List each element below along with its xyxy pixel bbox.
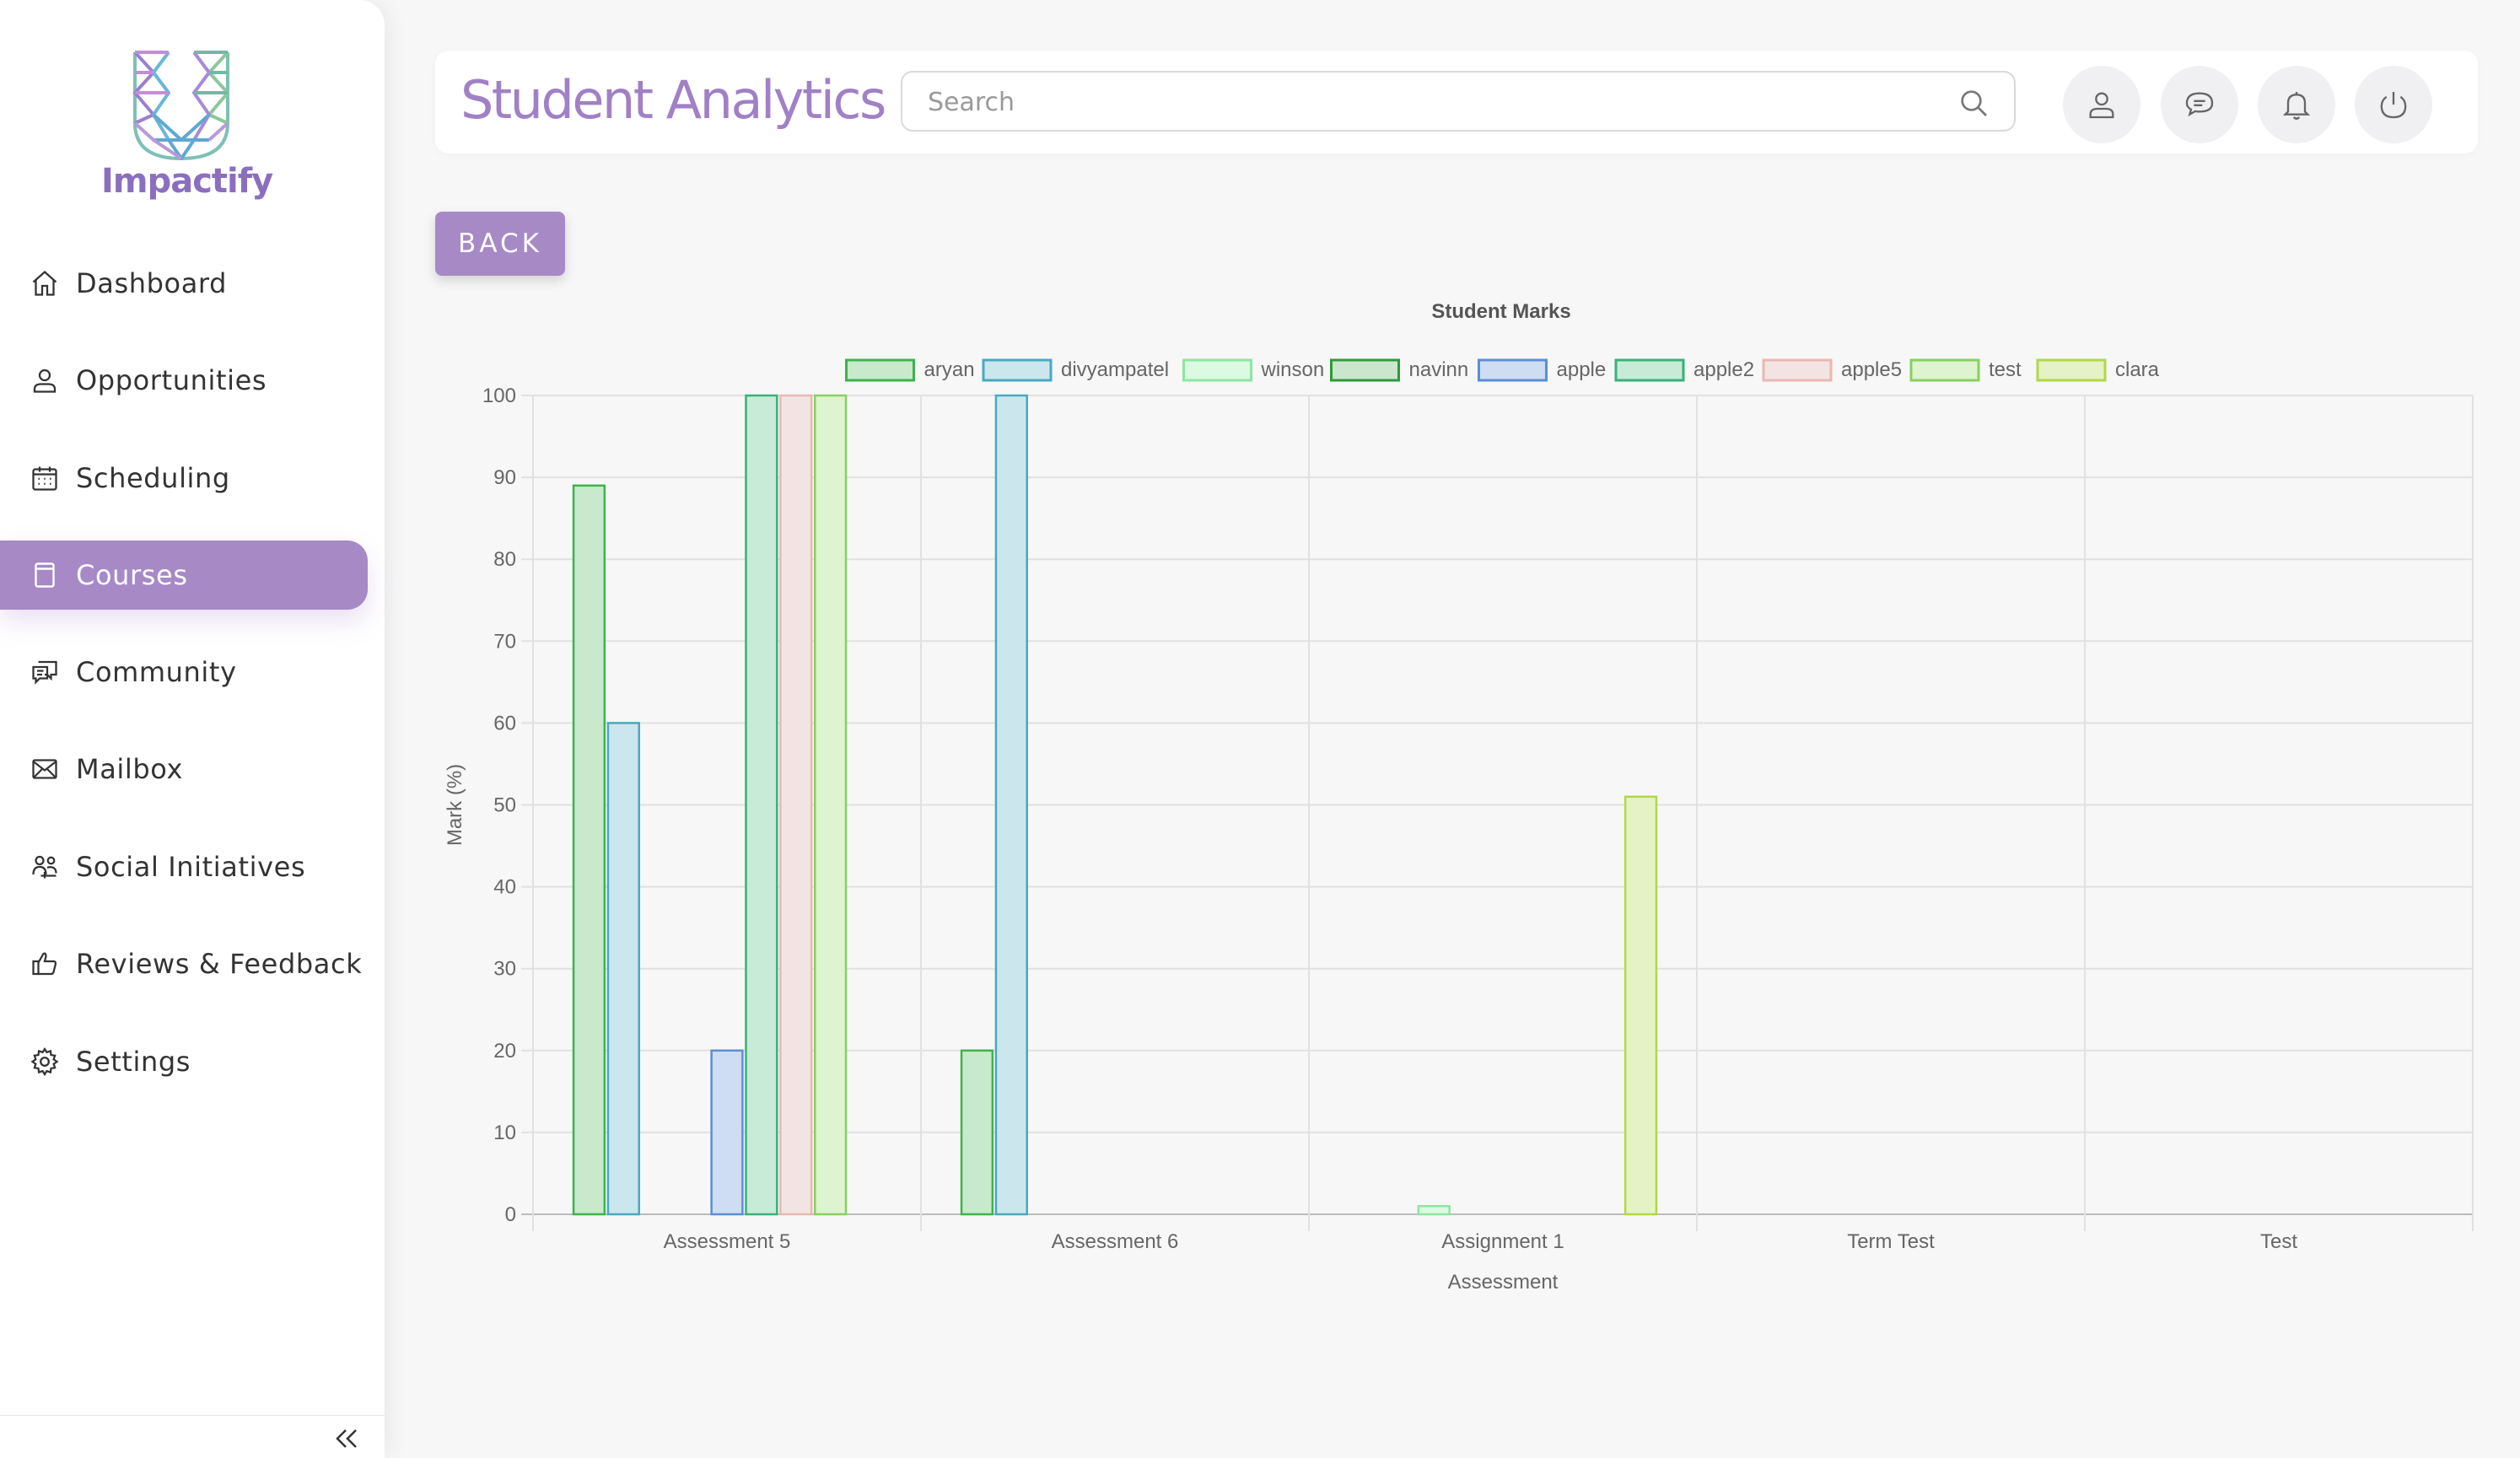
y-tick-label: 10 [493, 1122, 516, 1144]
legend-swatch [1478, 358, 1548, 382]
legend-swatch [1762, 358, 1833, 382]
sidebar-item-label: Courses [76, 559, 188, 591]
y-tick-label: 0 [505, 1203, 516, 1226]
header: Student Analytics Search [435, 51, 2478, 153]
legend-swatch [1330, 358, 1400, 382]
sidebar-item-label: Mailbox [76, 753, 184, 785]
legend-label: navinn [1409, 358, 1469, 381]
x-tick-label: Assignment 1 [1441, 1230, 1564, 1253]
x-tick-label: Term Test [1847, 1230, 1935, 1253]
sidebar-item-label: Social Initiatives [76, 851, 306, 883]
x-tick-label: Assessment 5 [664, 1230, 791, 1253]
sidebar-item-opportunities[interactable]: Opportunities [0, 346, 368, 415]
sidebar-item-mailbox[interactable]: Mailbox [0, 734, 368, 804]
logo[interactable]: Impactify [101, 47, 273, 216]
bar [1417, 1205, 1451, 1216]
user-icon [29, 364, 61, 396]
bar [745, 394, 778, 1216]
book-icon [29, 559, 61, 591]
logo-text: Impactify [101, 162, 273, 201]
bar [994, 394, 1028, 1216]
y-tick-label: 60 [493, 712, 516, 734]
notifications-button[interactable] [2258, 66, 2335, 143]
bar [960, 1049, 994, 1216]
sidebar-item-community[interactable]: Community [0, 638, 368, 707]
legend-swatch [1614, 358, 1685, 382]
x-tick-label: Assessment 6 [1052, 1230, 1179, 1253]
thumbs-up-icon [29, 948, 61, 980]
sidebar-item-label: Community [76, 656, 237, 688]
legend-swatch [982, 358, 1053, 382]
x-tick-label: Test [2260, 1230, 2297, 1253]
y-axis-title: Mark (%) [444, 764, 466, 846]
y-tick-label: 100 [482, 385, 516, 407]
logout-button[interactable] [2355, 66, 2432, 143]
sidebar-item-label: Reviews & Feedback [76, 948, 363, 980]
page-title: Student Analytics [460, 69, 886, 131]
power-icon [2380, 92, 2407, 119]
home-icon [29, 267, 61, 299]
search-placeholder: Search [928, 88, 1015, 117]
search-icon[interactable] [1957, 86, 1990, 120]
bar [814, 394, 848, 1216]
sidebar-item-label: Scheduling [76, 462, 230, 494]
logo-icon [133, 51, 229, 160]
legend-label: aryan [924, 358, 975, 381]
legend-label: clara [2115, 358, 2160, 381]
bar [572, 484, 606, 1216]
people-icon [29, 851, 61, 883]
chart-svg: Student Marks aryan divyampatel winson navin… [444, 300, 2474, 1294]
sidebar-item-scheduling[interactable]: Scheduling [0, 444, 368, 513]
y-tick-label: 70 [493, 630, 516, 653]
mail-icon [29, 753, 61, 785]
x-axis-title: Assessment [1448, 1271, 1559, 1294]
sidebar-item-label: Dashboard [76, 267, 228, 299]
double-chevron-left-icon [336, 1429, 357, 1448]
y-tick-label: 50 [493, 794, 516, 817]
back-button[interactable]: BACK [435, 212, 565, 276]
sidebar-item-dashboard[interactable]: Dashboard [0, 249, 368, 318]
profile-icon [2089, 92, 2114, 119]
legend-label: divyampatel [1061, 358, 1169, 381]
sidebar-item-label: Settings [76, 1046, 191, 1078]
y-tick-label: 80 [493, 548, 516, 571]
message-icon [2185, 92, 2214, 117]
bar [779, 394, 813, 1216]
sidebar-item-reviews-feedback[interactable]: Reviews & Feedback [0, 929, 368, 998]
profile-button[interactable] [2063, 66, 2140, 143]
legend-label: apple [1557, 358, 1607, 381]
y-tick-label: 90 [493, 466, 516, 489]
student-marks-chart: Student Marks aryan divyampatel winson navin… [435, 287, 2478, 1315]
chat-icon [29, 656, 61, 688]
search-input[interactable]: Search [901, 71, 2016, 132]
legend-label: winson [1261, 358, 1325, 381]
legend-swatch [1909, 358, 1980, 382]
bell-icon [2282, 92, 2311, 120]
y-tick-label: 20 [493, 1040, 516, 1063]
bar [710, 1049, 744, 1216]
sidebar-item-label: Opportunities [76, 364, 267, 396]
sidebar-item-settings[interactable]: Settings [0, 1027, 368, 1096]
legend-swatch [1182, 358, 1252, 382]
legend-label: test [1989, 358, 2022, 381]
legend-label: apple2 [1693, 358, 1754, 381]
y-tick-label: 30 [493, 958, 516, 981]
sidebar: Impactify Dashboard Opportunities Schedu… [0, 0, 385, 1458]
legend-label: apple5 [1841, 358, 1902, 381]
legend-swatch [2036, 358, 2107, 382]
legend-swatch [845, 358, 915, 382]
sidebar-item-social-initiatives[interactable]: Social Initiatives [0, 832, 368, 901]
sidebar-divider [0, 1415, 385, 1416]
chart-title: Student Marks [1431, 300, 1570, 323]
bar [1623, 795, 1658, 1216]
sidebar-item-courses[interactable]: Courses [0, 541, 368, 610]
collapse-sidebar-button[interactable] [331, 1423, 364, 1454]
y-tick-label: 40 [493, 876, 516, 899]
gear-icon [29, 1046, 61, 1078]
bar [606, 722, 640, 1216]
calendar-icon [29, 462, 61, 494]
messages-button[interactable] [2161, 66, 2238, 143]
